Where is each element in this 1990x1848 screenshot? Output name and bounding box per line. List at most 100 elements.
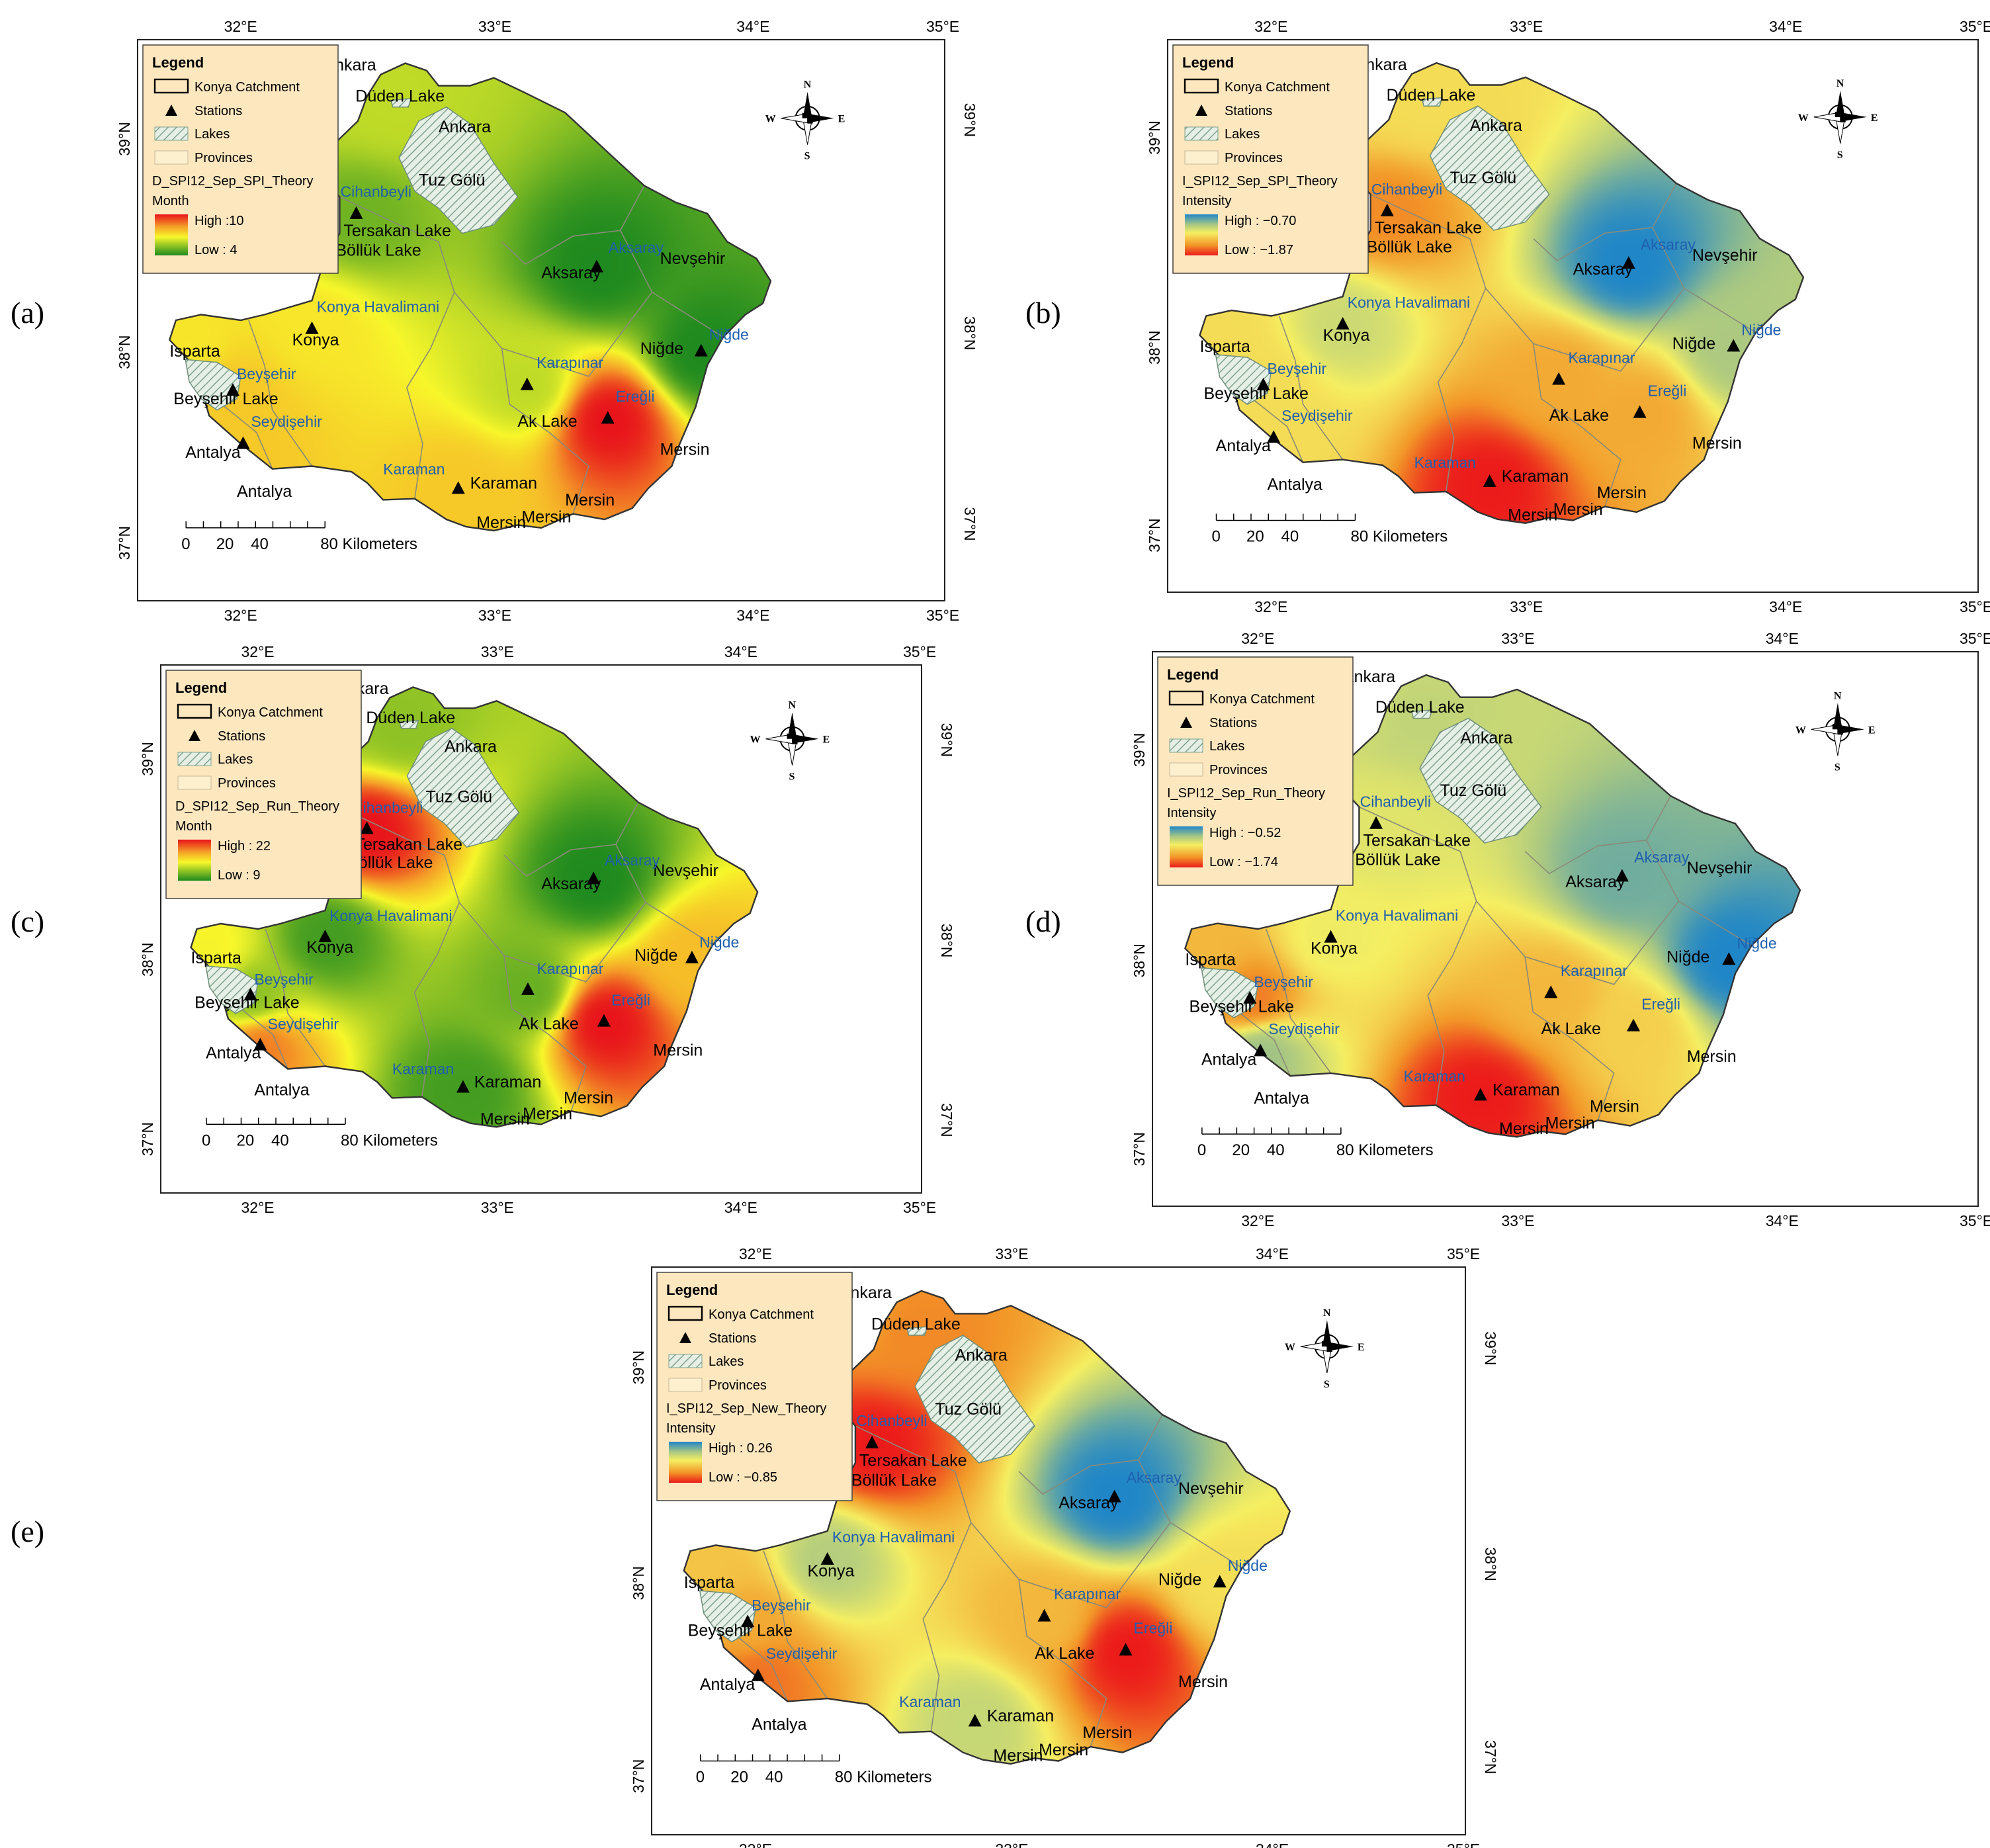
north-arrow-icon: N S E W [750,700,830,783]
legend-provinces: Provinces [1209,763,1268,777]
longitude-label-top: 35°E [926,18,959,35]
panel-label: (b) [1025,296,1061,330]
longitude-label-top: 33°E [1501,630,1534,647]
longitude-label-bottom: 35°E [903,1199,936,1216]
scale-tick: 40 [271,1131,289,1149]
scale-bar: 0 20 40 80 Kilometers [181,521,417,553]
scale-tick: 80 Kilometers [341,1131,438,1149]
station-marker-nigde [1213,1575,1227,1588]
provinces-swatch [668,1378,703,1392]
compass-s: S [1324,1379,1330,1390]
station-marker-konya-havalimani [1324,930,1338,943]
legend: Legend Konya Catchment Stations Lakes Provin… [1172,44,1369,274]
lake-label-tersakan: Tersakan Lake [1375,218,1483,237]
province-boundary [351,812,460,1097]
legend-title: Legend [152,54,204,71]
lake-label-bolluk: Böllük Lake [347,854,433,872]
map-panel-a: (a)AnkaraAnkaraAksarayNevşehirNiğdeKonya… [11,18,978,624]
province-label-ankara-e: Ankara [1460,728,1512,747]
station-label-seydisehir: Seydişehir [268,1016,339,1033]
legend-provinces: Provinces [1225,151,1283,165]
legend-provinces: Provinces [195,151,253,165]
lake-label-ak: Ak Lake [1541,1020,1601,1038]
tuz-lake-shape [1429,105,1550,231]
station-label-cihanbeyli: Cihanbeyli [341,183,411,200]
province-label-mersin-m: Mersin [564,1088,613,1107]
latitude-label-left: 38°N [1131,944,1148,977]
catchment-swatch [1168,690,1204,706]
legend: Legend Konya Catchment Stations Lakes Provin… [165,670,362,899]
province-label-mersin-s1: Mersin [1508,506,1557,524]
station-marker-karaman [968,1714,982,1727]
station-marker-karapinar [521,982,535,995]
station-label-karaman: Karaman [899,1693,961,1710]
station-label-eregli: Ereğli [1648,382,1687,400]
longitude-label-bottom: 33°E [1510,598,1543,615]
province-boundary [501,185,645,265]
station-marker-seydisehir [751,1668,765,1681]
legend-title: Legend [1167,666,1219,683]
station-label-karaman: Karaman [383,461,445,478]
catchment-swatch [1184,78,1219,94]
latitude-label-left: 37°N [1131,1132,1148,1166]
latitude-label-right: 38°N [961,316,978,350]
catchment-swatch [153,78,189,94]
lake-label-duden: Düden Lake [1387,86,1476,105]
scale-tick: 20 [216,535,234,553]
longitude-label-bottom: 32°E [1254,598,1287,615]
lake-label-ak: Ak Lake [1549,406,1609,425]
station-marker-aksaray [589,259,603,273]
catchment-swatch [177,703,212,719]
legend-layer-name: D_SPI12_Sep_Run_Theory [175,799,339,814]
longitude-label-top: 35°E [1960,630,1990,647]
province-label-mersin-s2: Mersin [1545,1114,1595,1133]
color-ramp-swatch [178,840,211,881]
beysehir-lake-shape [699,1590,757,1643]
lake-label-beysehir-lake: Beyşehir Lake [1204,384,1309,403]
compass-n: N [789,700,797,711]
legend-lakes: Lakes [1209,739,1244,754]
station-marker-karapinar [1037,1608,1051,1622]
station-marker-beysehir [226,383,239,396]
province-label-antalya-s: Antalya [1268,476,1322,494]
station-label-cihanbeyli: Cihanbeyli [352,799,423,816]
province-label-isparta: Isparta [1185,950,1236,969]
station-label-beysehir: Beyşehir [254,971,314,988]
konya-catchment-outline [190,686,759,1128]
scale-tick: 80 Kilometers [835,1768,932,1786]
station-label-nigde: Niğde [699,934,739,951]
compass-e: E [1868,725,1876,736]
station-label-cihanbeyli: Cihanbeyli [856,1412,927,1429]
konya-catchment-outline [168,62,772,532]
province-label-nevsehir: Nevşehir [1692,246,1758,265]
legend-lakes: Lakes [1225,127,1260,142]
province-label-antalya-w: Antalya [700,1675,755,1694]
color-ramp-swatch [1170,826,1203,867]
compass-w: W [750,734,761,746]
panel-label: (c) [11,904,44,938]
longitude-label-top: 34°E [724,643,757,660]
lake-label-duden: Düden Lake [366,709,455,727]
compass-s: S [804,151,810,162]
scale-bar: 0 20 40 80 Kilometers [202,1118,438,1149]
province-label-konya: Konya [808,1562,855,1581]
beysehir-lake-shape [1200,967,1259,1018]
station-marker-beysehir [243,987,257,1000]
legend-stations: Stations [709,1331,756,1346]
lake-label-duden: Düden Lake [1375,698,1465,717]
station-marker-beysehir [741,1614,755,1628]
latitude-label-right: 39°N [961,103,978,137]
station-label-aksaray: Aksaray [1127,1469,1182,1486]
longitude-label-top: 33°E [481,643,514,660]
station-label-cihanbeyli: Cihanbeyli [1371,181,1442,198]
legend-title: Legend [175,680,227,696]
station-label-nigde: Niğde [1228,1557,1268,1574]
latitude-label-left: 37°N [630,1759,647,1793]
station-marker-aksaray [1615,869,1629,882]
latitude-label-right: 38°N [1482,1547,1499,1581]
longitude-label-bottom: 32°E [739,1841,772,1848]
tuz-lake-shape [398,106,519,234]
scale-tick: 80 Kilometers [320,535,417,553]
legend-provinces: Provinces [218,776,276,791]
stations-swatch [165,105,177,116]
